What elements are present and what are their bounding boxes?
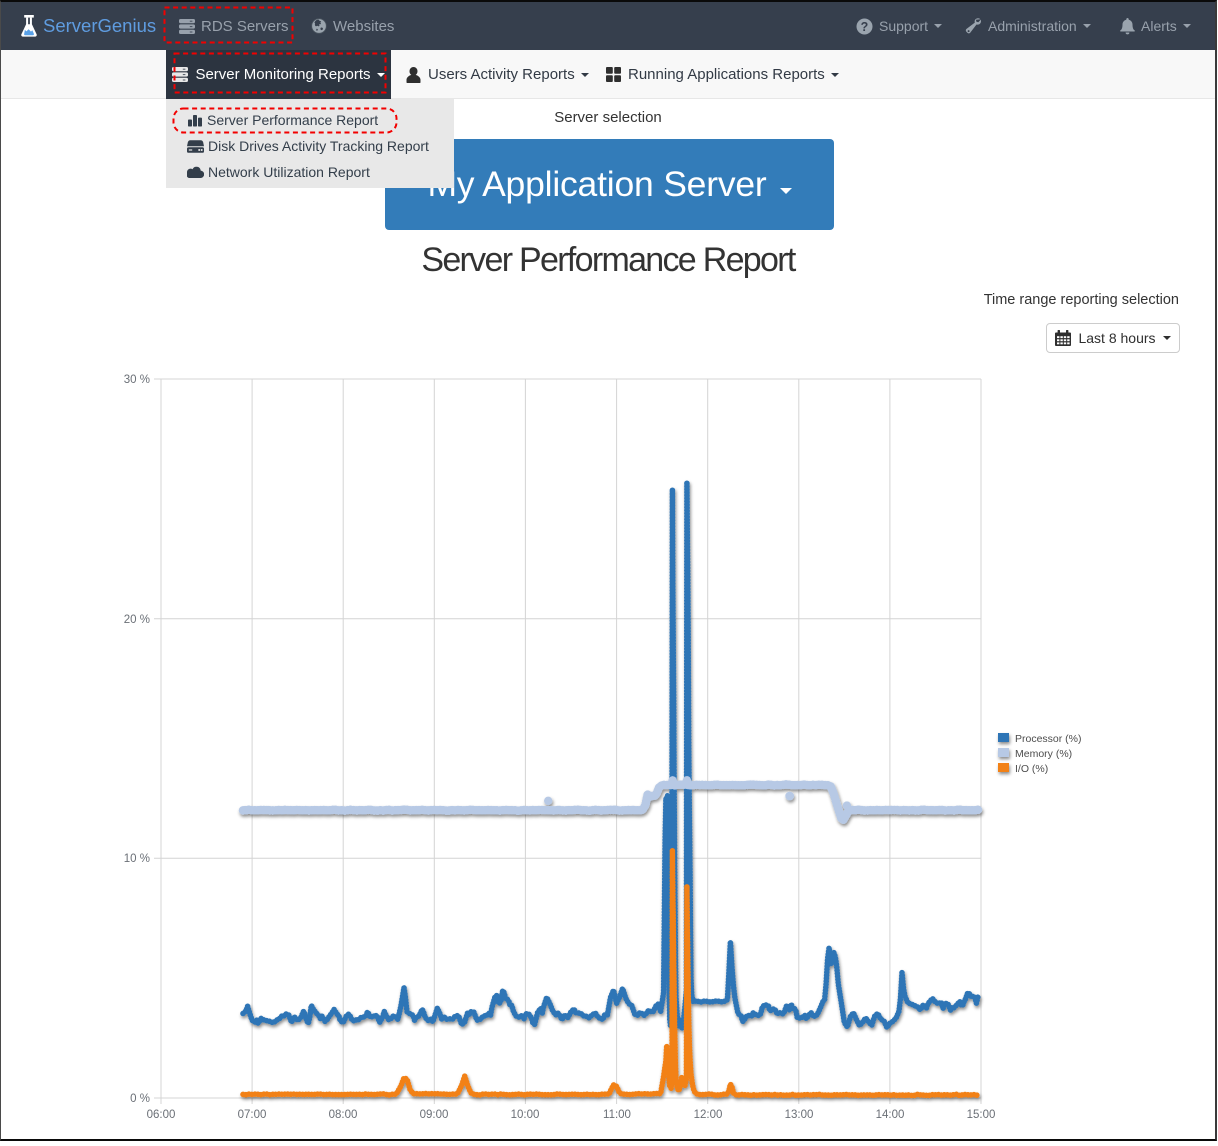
svg-text:13:00: 13:00 <box>785 1109 814 1121</box>
svg-text:?: ? <box>861 20 869 34</box>
svg-text:30 %: 30 % <box>124 374 150 386</box>
svg-text:15:00: 15:00 <box>967 1109 996 1121</box>
svg-text:09:00: 09:00 <box>420 1109 449 1121</box>
svg-text:Memory (%): Memory (%) <box>1015 748 1072 760</box>
svg-text:07:00: 07:00 <box>238 1109 267 1121</box>
svg-text:0 %: 0 % <box>130 1093 150 1105</box>
svg-text:I/O (%): I/O (%) <box>1015 763 1048 775</box>
svg-text:14:00: 14:00 <box>876 1109 905 1121</box>
svg-text:10 %: 10 % <box>124 853 150 865</box>
svg-text:Processor (%): Processor (%) <box>1015 733 1082 745</box>
svg-text:20 %: 20 % <box>124 614 150 626</box>
svg-text:11:00: 11:00 <box>603 1109 631 1121</box>
svg-text:06:00: 06:00 <box>147 1109 176 1121</box>
svg-text:12:00: 12:00 <box>694 1109 723 1121</box>
svg-text:10:00: 10:00 <box>511 1109 540 1121</box>
svg-text:08:00: 08:00 <box>329 1109 358 1121</box>
